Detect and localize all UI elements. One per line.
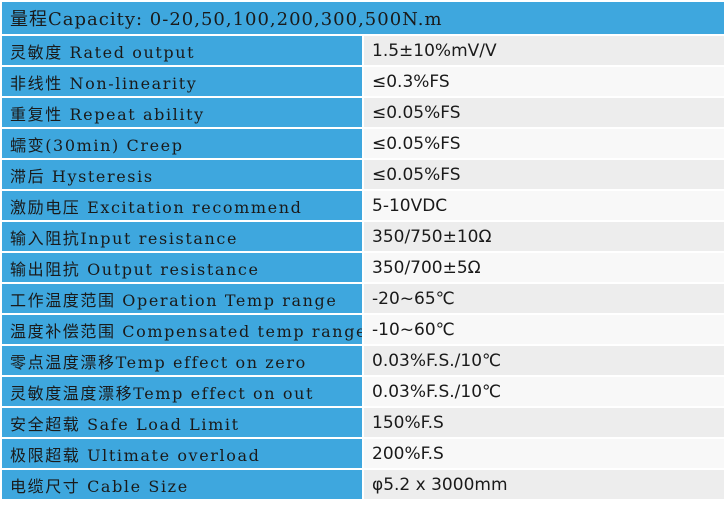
spec-value: ≤0.3%FS [362,65,726,98]
spec-label: 温度补偿范围 Compensated temp range [0,313,364,346]
spec-value: 0.03%F.S./10℃ [362,344,726,377]
spec-label: 灵敏度温度漂移Temp effect on out [0,375,364,408]
spec-label: 非线性 Non-linearity [0,65,364,98]
spec-label: 重复性 Repeat ability [0,96,364,129]
spec-label: 安全超载 Safe Load Limit [0,406,364,439]
spec-label: 零点温度漂移Temp effect on zero [0,344,364,377]
spec-row: 灵敏度温度漂移Temp effect on out 0.03%F.S./10℃ [0,375,726,408]
spec-value: ≤0.05%FS [362,96,726,129]
spec-label: 电缆尺寸 Cable Size [0,468,364,501]
spec-value: 1.5±10%mV/V [362,34,726,67]
spec-label: 输入阻抗Input resistance [0,220,364,253]
spec-row: 电缆尺寸 Cable Size φ5.2 x 3000mm [0,468,726,501]
spec-label: 蠕变(30min) Creep [0,127,364,160]
spec-value: 150%F.S [362,406,726,439]
header-title: 量程Capacity: 0-20,50,100,200,300,500N.m [0,0,726,36]
spec-table: 量程Capacity: 0-20,50,100,200,300,500N.m 灵… [0,0,726,501]
spec-label: 工作温度范围 Operation Temp range [0,282,364,315]
spec-value: φ5.2 x 3000mm [362,468,726,501]
spec-row: 极限超载 Ultimate overload 200%F.S [0,437,726,470]
spec-value: 5-10VDC [362,189,726,222]
spec-value: -10~60℃ [362,313,726,346]
spec-row: 滞后 Hysteresis ≤0.05%FS [0,158,726,191]
spec-row: 输入阻抗Input resistance 350/750±10Ω [0,220,726,253]
spec-value: ≤0.05%FS [362,127,726,160]
spec-row: 温度补偿范围 Compensated temp range -10~60℃ [0,313,726,346]
spec-label: 输出阻抗 Output resistance [0,251,364,284]
spec-value: 350/750±10Ω [362,220,726,253]
spec-row: 工作温度范围 Operation Temp range -20~65℃ [0,282,726,315]
spec-value: ≤0.05%FS [362,158,726,191]
spec-label: 灵敏度 Rated output [0,34,364,67]
spec-row: 重复性 Repeat ability ≤0.05%FS [0,96,726,129]
spec-value: 0.03%F.S./10℃ [362,375,726,408]
spec-label: 极限超载 Ultimate overload [0,437,364,470]
spec-row: 输出阻抗 Output resistance 350/700±5Ω [0,251,726,284]
spec-row: 零点温度漂移Temp effect on zero 0.03%F.S./10℃ [0,344,726,377]
spec-value: -20~65℃ [362,282,726,315]
spec-label: 滞后 Hysteresis [0,158,364,191]
header-row: 量程Capacity: 0-20,50,100,200,300,500N.m [0,0,726,36]
spec-value: 350/700±5Ω [362,251,726,284]
spec-row: 激励电压 Excitation recommend 5-10VDC [0,189,726,222]
spec-row: 灵敏度 Rated output 1.5±10%mV/V [0,34,726,67]
spec-value: 200%F.S [362,437,726,470]
spec-row: 安全超载 Safe Load Limit 150%F.S [0,406,726,439]
spec-row: 蠕变(30min) Creep ≤0.05%FS [0,127,726,160]
spec-label: 激励电压 Excitation recommend [0,189,364,222]
spec-row: 非线性 Non-linearity ≤0.3%FS [0,65,726,98]
